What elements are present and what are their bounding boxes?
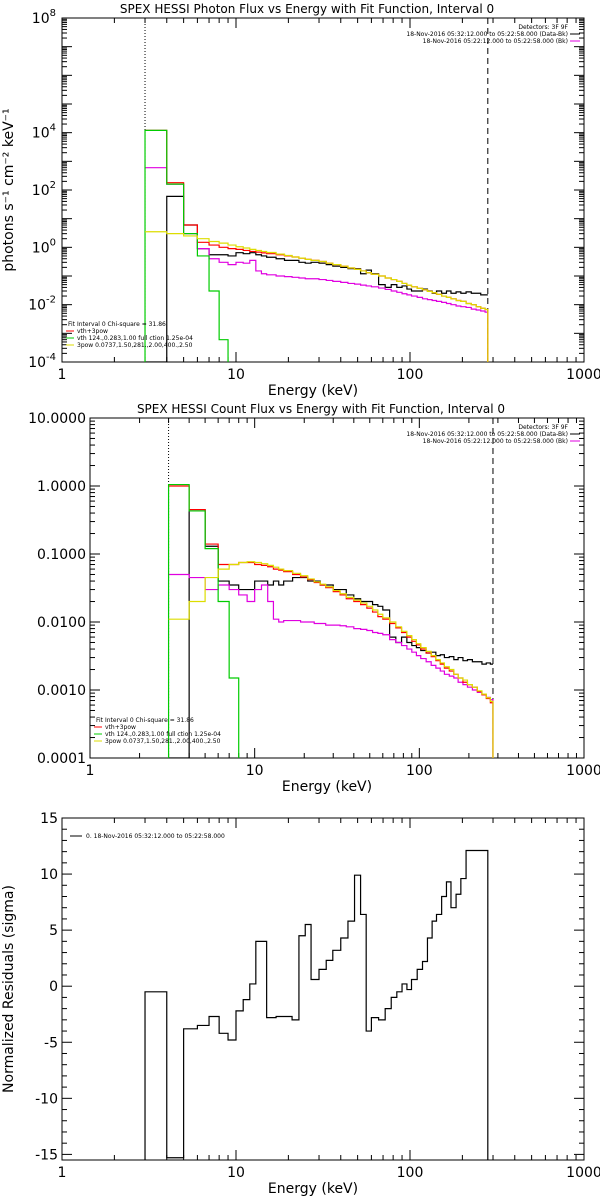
series-line-4 (145, 231, 489, 362)
legend-entry: 18-Nov-2016 05:22:12.000 to 05:22:58.000… (423, 38, 568, 45)
x-tick-label: 100 (397, 367, 424, 383)
series-line-0 (168, 508, 493, 758)
x-tick-label: 1 (58, 1165, 67, 1181)
legend-entry: Detectors: 3F 9F (518, 424, 568, 431)
legend-entry: Fit Interval 0 Chi-square = 31.86 (96, 717, 194, 724)
x-tick-label: 10 (246, 763, 264, 779)
series-group (167, 483, 494, 758)
legend-entry: 18-Nov-2016 05:32:12.000 to 05:22:58.000… (406, 31, 568, 38)
x-tick-label: 1 (58, 367, 67, 383)
y-tick-label: 15 (40, 811, 58, 827)
x-tick-label: 10 (227, 1165, 245, 1181)
y-tick-label: -5 (44, 1035, 58, 1051)
y-tick-label: 104 (32, 123, 56, 142)
legend-entry: 0. 18-Nov-2016 05:32:12.000 to 05:22:58.… (86, 833, 225, 840)
chart-panel-0: SPEX HESSI Photon Flux vs Energy with Fi… (1, 2, 600, 399)
x-axis-label: Energy (keV) (268, 383, 358, 399)
x-tick-label: 100 (397, 1165, 424, 1181)
x-tick-label: 1000 (566, 763, 600, 779)
y-tick-label: 0.1000 (37, 547, 86, 563)
y-tick-label: 10-4 (28, 352, 56, 371)
x-tick-label: 1000 (566, 1165, 600, 1181)
y-tick-label: -15 (35, 1147, 58, 1163)
legend-entry: vth+3pow (105, 724, 136, 731)
y-tick-label: 0.0100 (37, 615, 86, 631)
series-line-4 (168, 561, 494, 758)
legend-entry: 3pow 0.0737,1.50,281.,2.00,400.,2.50 (105, 738, 221, 745)
y-axis-label: photons s⁻¹ cm⁻² keV⁻¹ (1, 108, 17, 271)
y-tick-label: 0.0010 (37, 683, 86, 699)
legend-entry: 3pow 0.0737,1.50,281.,2.00,400.,2.50 (77, 342, 193, 349)
x-axis-label: Energy (keV) (268, 1181, 358, 1197)
y-tick-label: 5 (49, 923, 58, 939)
chart-panel-1: SPEX HESSI Count Flux vs Energy with Fit… (28, 402, 600, 795)
series-line-1 (168, 573, 494, 758)
y-axis-label: Normalized Residuals (sigma) (1, 885, 17, 1093)
series-line-3 (144, 129, 229, 362)
x-tick-label: 10 (227, 367, 245, 383)
y-tick-label: 10.0000 (28, 411, 86, 427)
y-tick-label: -10 (35, 1091, 58, 1107)
legend-entry: 18-Nov-2016 05:32:12.000 to 05:22:58.000… (406, 431, 568, 438)
legend-entry: Detectors: 3F 9F (518, 24, 568, 31)
y-tick-label: 10 (40, 867, 58, 883)
series-line-0 (144, 849, 489, 1160)
y-tick-label: 0.0001 (37, 751, 86, 767)
legend-entry: Fit Interval 0 Chi-square = 31.86 (68, 321, 166, 328)
legend-entry: vth 124.,0.283,1.00 full ction 1.25e-04 (105, 731, 221, 738)
series-group (144, 849, 489, 1160)
x-tick-label: 1 (86, 763, 95, 779)
legend-entry: vth 124.,0.283,1.00 full ction 1.25e-04 (77, 335, 193, 342)
x-tick-label: 100 (406, 763, 433, 779)
y-tick-label: 1.0000 (37, 479, 86, 495)
plot-frame (61, 817, 585, 1161)
plot-frame (89, 417, 585, 759)
x-tick-label: 1000 (566, 367, 600, 383)
y-tick-label: 108 (32, 8, 56, 27)
y-tick-label: 10-2 (28, 295, 56, 314)
y-tick-label: 102 (32, 180, 56, 199)
x-axis-label: Energy (keV) (282, 779, 372, 795)
chart-panel-2: 1 10 100 1000 Energy (keV) -15 -10 -5 0 5 10 15 Norm… (1, 811, 600, 1197)
y-tick-label: 0 (49, 979, 58, 995)
legend-entry: 18-Nov-2016 05:22:12.000 to 05:22:58.000… (423, 438, 568, 445)
series-line-1 (145, 167, 489, 362)
chart-title: SPEX HESSI Photon Flux vs Energy with Fi… (120, 2, 494, 16)
chart-title: SPEX HESSI Count Flux vs Energy with Fit… (137, 402, 505, 416)
series-line-3 (167, 483, 240, 758)
legend-entry: vth+3pow (77, 328, 108, 335)
y-tick-label: 100 (32, 237, 56, 256)
series-group (144, 129, 489, 362)
